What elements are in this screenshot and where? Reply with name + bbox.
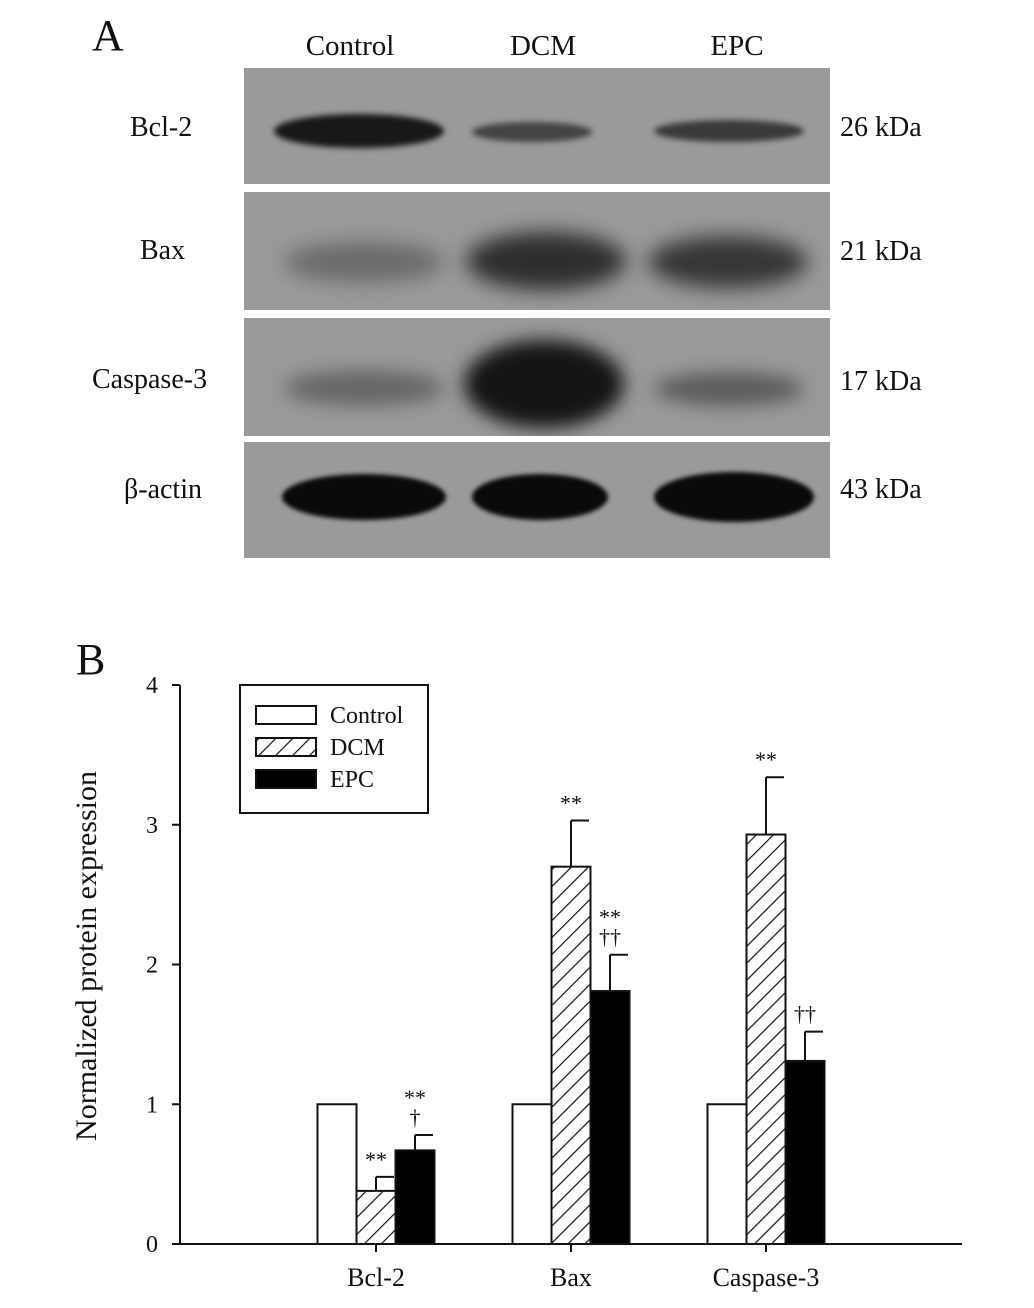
significance-label: ** xyxy=(560,791,582,816)
band-bax-control xyxy=(284,242,444,282)
band-beta-actin-dcm xyxy=(472,474,608,520)
significance-label: † xyxy=(410,1105,421,1130)
panel-a-letter: A xyxy=(92,11,124,60)
bar-control-bax xyxy=(511,1103,553,1245)
significance-label: ** xyxy=(599,905,621,930)
x-tick-label: Bax xyxy=(550,1263,592,1292)
legend-label: EPC xyxy=(330,767,374,793)
row-label-bcl2: Bcl-2 xyxy=(130,112,193,143)
kda-label-beta-actin: 43 kDa xyxy=(840,474,922,505)
y-tick-label: 3 xyxy=(146,813,158,839)
band-bcl2-epc xyxy=(654,120,804,142)
legend-swatch xyxy=(255,737,317,757)
lane-label-epc: EPC xyxy=(710,30,764,62)
bar-dcm-bax xyxy=(550,865,592,1246)
blot-strip-bax xyxy=(244,192,830,310)
legend-swatch xyxy=(255,705,317,725)
legend-swatch xyxy=(255,769,317,789)
bar-epc-caspase-3 xyxy=(784,1059,826,1245)
bars: ****†****††**†† xyxy=(316,747,826,1246)
bar-dcm-bcl-2 xyxy=(355,1189,397,1246)
legend: Control DCM EPC xyxy=(239,684,429,814)
y-tick-label: 1 xyxy=(146,1092,158,1118)
significance-label: ** xyxy=(365,1147,387,1172)
band-bax-dcm xyxy=(466,232,626,290)
bar-epc-bax xyxy=(589,990,631,1245)
bar-dcm-caspase-3 xyxy=(745,833,787,1245)
y-tick-label: 2 xyxy=(146,953,158,979)
row-label-bax: Bax xyxy=(140,235,186,266)
band-beta-actin-control xyxy=(282,474,446,520)
row-label-caspase3: Caspase-3 xyxy=(92,364,208,395)
kda-label-bcl2: 26 kDa xyxy=(840,112,922,143)
band-bcl2-dcm xyxy=(472,122,592,142)
significance-label: ** xyxy=(404,1085,426,1110)
legend-label: DCM xyxy=(330,735,385,761)
band-caspase3-dcm xyxy=(464,340,624,428)
bar-control-bcl-2 xyxy=(316,1103,358,1245)
panel-b-letter: B xyxy=(76,635,106,684)
kda-label-caspase3: 17 kDa xyxy=(840,366,922,397)
x-tick-label: Caspase-3 xyxy=(713,1263,820,1292)
y-tick-label: 0 xyxy=(146,1232,158,1258)
significance-label: †† xyxy=(599,925,621,950)
x-tick-label: Bcl-2 xyxy=(347,1263,405,1292)
blot-strip-caspase3 xyxy=(244,318,830,436)
blot-strip-beta-actin xyxy=(244,442,830,558)
y-tick-label: 4 xyxy=(146,673,158,699)
significance-label: †† xyxy=(794,1002,816,1027)
band-caspase3-control xyxy=(284,370,444,406)
bar-control-caspase-3 xyxy=(706,1103,748,1245)
lane-label-control: Control xyxy=(305,30,395,62)
lane-label-dcm: DCM xyxy=(509,30,577,62)
blot-strip-bcl2 xyxy=(244,68,830,184)
kda-label-bax: 21 kDa xyxy=(840,236,922,267)
band-bax-epc xyxy=(648,236,808,288)
significance-label: ** xyxy=(755,747,777,772)
legend-label: Control xyxy=(330,703,404,729)
band-caspase3-epc xyxy=(654,372,804,406)
band-beta-actin-epc xyxy=(654,472,814,522)
band-bcl2-control xyxy=(274,114,444,148)
bar-epc-bcl-2 xyxy=(394,1149,436,1245)
y-axis-label: Normalized protein expression xyxy=(70,771,103,1141)
row-label-beta-actin: β-actin xyxy=(124,474,202,505)
